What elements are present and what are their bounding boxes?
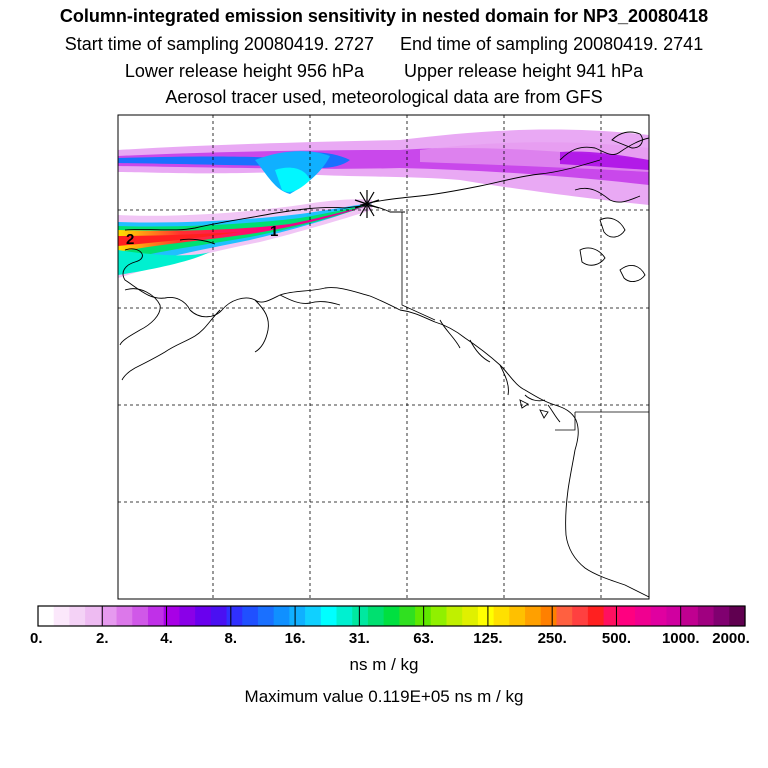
colorbar-swatch [85,606,102,626]
colorbar-swatch [132,606,149,626]
colorbar-swatch [352,606,369,626]
colorbar-swatch [257,606,275,626]
colorbar-swatch [163,606,180,626]
colorbar-tick-label: 31. [348,630,370,647]
sampling-start: Start time of sampling 20080419. 2727 [64,34,374,54]
colorbar-swatch [525,606,542,626]
colorbar-swatch [587,606,605,626]
colorbar-tick-label: 16. [284,630,306,647]
colorbar-swatch [38,606,55,626]
colorbar-frame [37,605,746,627]
release-point-marker [354,190,380,218]
colorbar-swatch [116,606,133,626]
colorbar-units: ns m / kg [349,655,419,674]
colorbar-swatch [477,606,495,626]
colorbar-swatch [619,606,636,626]
colorbar-swatch [242,606,259,626]
release-heights: Lower release height 956 hPa Upper releas… [0,61,768,82]
colorbar-tick-label: 250. [537,630,567,647]
plot-title: Column-integrated emission sensitivity i… [59,6,709,26]
colorbar-swatch [195,606,212,626]
graticule [118,115,649,599]
colorbar-tick-label: 2000. [712,630,750,647]
colorbar-swatch [682,606,699,626]
colorbar-tick-label: 2. [96,630,109,647]
colorbar-swatch [69,606,86,626]
cluster-marker-1: 1 [270,223,278,240]
colorbar-tick-label: 8. [224,630,238,647]
colorbar-tick-label: 1000. [661,630,700,647]
colorbar-swatch [367,606,385,626]
colorbar-tick-label: 500. [601,630,632,647]
colorbar-swatch [336,606,353,626]
colorbar-swatch [713,606,730,626]
colorbar-swatch [289,606,306,626]
borders [401,212,649,431]
colorbar-tick-label: 125. [473,630,503,647]
maximum-value: Maximum value 0.119E+05 ns m / kg [244,687,524,706]
colorbar-swatch [666,606,683,626]
cluster-marker-2: 2 [126,231,134,248]
colorbar-swatch [273,606,290,626]
colorbar-swatch [226,606,243,626]
upper-release-height: Upper release height 941 hPa [404,61,644,81]
colorbar-swatch [635,606,652,626]
colorbar-swatch [53,606,71,626]
colorbar-swatch [556,606,573,626]
colorbar-swatch [493,606,510,626]
colorbar-tick-label: 63. [413,630,435,647]
colorbar-swatch [603,606,620,626]
colorbar-swatch [540,606,558,626]
colorbar-swatch [399,606,416,626]
lower-release-height: Lower release height 956 hPa [124,61,364,81]
colorbar-swatch [509,606,526,626]
colorbar-swatch [446,606,463,626]
sampling-times: Start time of sampling 20080419. 2727 End… [0,34,768,55]
colorbar-swatch [430,606,448,626]
colorbar-swatch [650,606,668,626]
colorbar-swatch [179,606,196,626]
colorbar [38,606,746,626]
colorbar-swatch [210,606,228,626]
colorbar-swatch [572,606,589,626]
map-panel: 1 2 [118,115,649,599]
colorbar-swatch [305,606,322,626]
colorbar-swatch [729,606,746,626]
colorbar-swatch [697,606,715,626]
colorbar-swatch [383,606,400,626]
colorbar-tick-label: 4. [160,630,173,647]
colorbar-swatch [462,606,479,626]
colorbar-tick-label: 0. [30,630,43,647]
tracer-note: Aerosol tracer used, meteorological data… [165,87,603,107]
colorbar-swatch [147,606,165,626]
map-frame [117,114,650,600]
colorbar-swatch [100,606,118,626]
colorbar-swatch [320,606,338,626]
colorbar-dividers [101,606,682,626]
sampling-end: End time of sampling 20080419. 2741 [399,34,704,54]
